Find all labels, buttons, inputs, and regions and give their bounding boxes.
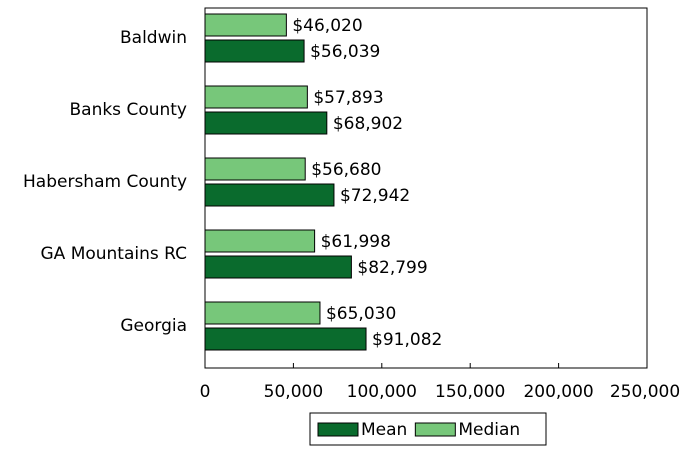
x-tick-label: 150,000 — [435, 382, 505, 402]
value-label: $72,942 — [340, 186, 410, 206]
value-label: $68,902 — [333, 114, 403, 134]
value-label: $91,082 — [372, 330, 442, 350]
x-tick-label: 200,000 — [523, 382, 593, 402]
legend-swatch — [317, 422, 359, 437]
x-tick-label: 250,000 — [610, 382, 680, 402]
x-tick-label: 100,000 — [347, 382, 417, 402]
value-label: $82,799 — [357, 258, 427, 278]
legend-label: Mean — [361, 420, 407, 440]
value-label: $65,030 — [326, 304, 396, 324]
bar — [204, 301, 321, 325]
x-tick-label: 0 — [200, 382, 211, 402]
bar — [204, 183, 335, 207]
value-label: $57,893 — [313, 88, 383, 108]
y-tick-label: GA Mountains RC — [40, 244, 187, 264]
bar — [204, 255, 352, 279]
bar — [204, 39, 305, 63]
x-tick-label: 50,000 — [264, 382, 323, 402]
bar — [204, 229, 316, 253]
bar — [204, 85, 308, 109]
bar — [204, 111, 328, 135]
value-label: $56,039 — [310, 42, 380, 62]
y-tick-label: Banks County — [69, 100, 187, 120]
y-tick-label: Baldwin — [120, 28, 187, 48]
y-tick-label: Habersham County — [23, 172, 187, 192]
bar — [204, 13, 287, 37]
legend-label: Median — [458, 420, 520, 440]
bar — [204, 157, 306, 181]
value-label: $61,998 — [321, 232, 391, 252]
value-label: $56,680 — [311, 160, 381, 180]
legend-swatch — [414, 422, 456, 437]
y-tick-label: Georgia — [120, 316, 187, 336]
value-label: $46,020 — [292, 16, 362, 36]
bar — [204, 327, 367, 351]
